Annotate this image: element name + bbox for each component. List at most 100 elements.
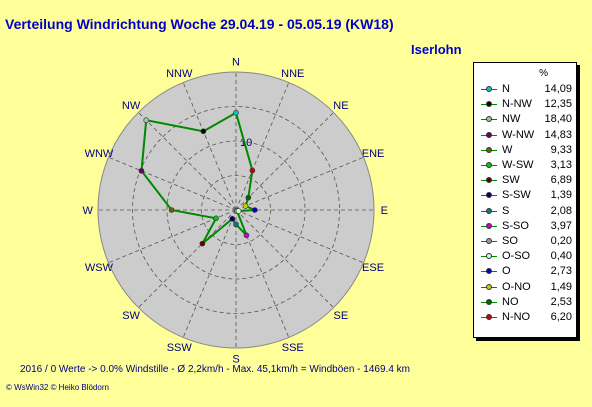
data-point-marker (229, 216, 236, 222)
legend-value: 0,20 (550, 235, 572, 247)
grid-ring (166, 140, 306, 280)
grid-spoke (235, 209, 334, 308)
legend-entry: O-NO 1,49 (474, 280, 576, 295)
legend-value: 2,73 (550, 265, 572, 278)
grid-ring (132, 106, 340, 314)
direction-label: NNW (166, 68, 193, 80)
data-point-marker (249, 167, 256, 174)
grid-spoke (108, 156, 237, 211)
footer-stats: 2016 / 0 Werte -> 0.0% Windstille - Ø 2,… (20, 364, 410, 375)
data-point-marker (245, 194, 252, 201)
legend-marker-icon (486, 116, 492, 123)
legend-value: 14,09 (544, 83, 572, 95)
legend-entry: NW 18,40 (474, 112, 576, 127)
legend-value: 1,49 (550, 280, 572, 293)
legend-marker-icon (486, 268, 492, 275)
legend-entry: N 14,09 (474, 82, 576, 97)
direction-label: ESE (362, 262, 384, 274)
direction-label: NW (122, 100, 141, 112)
station-name: Iserlohn (411, 42, 462, 57)
direction-label: WSW (85, 262, 114, 274)
legend-entry: NO 2,53 (474, 295, 576, 310)
data-point-marker (235, 208, 242, 214)
data-point-marker (200, 128, 207, 135)
legend-label: W-SW (502, 159, 534, 171)
legend-label: W-NW (502, 128, 535, 141)
legend-entry: W-NW 14,83 (474, 128, 576, 143)
legend-entry: S 2,08 (474, 204, 576, 219)
legend-value: 3,13 (550, 159, 572, 171)
data-point-marker (199, 240, 206, 247)
legend-label: S (502, 204, 510, 217)
legend-value: 6,89 (550, 174, 572, 187)
legend-label: S-SO (502, 219, 529, 232)
legend-marker-icon (486, 238, 492, 244)
legend-entry: S-SW 1,39 (474, 188, 576, 203)
legend-entry: SO 0,20 (474, 234, 576, 249)
data-point-marker (252, 207, 258, 213)
direction-label: SW (122, 310, 140, 322)
legend-label: NO (502, 295, 519, 308)
legend-value: 2,53 (550, 295, 572, 308)
direction-label: N (232, 57, 240, 69)
direction-label: NE (333, 100, 348, 112)
legend-value: 14,83 (544, 128, 572, 141)
legend-label: O-NO (502, 280, 531, 293)
legend-value: 12,35 (544, 98, 572, 111)
data-point-marker (168, 207, 175, 213)
grid-spoke (138, 209, 237, 308)
legend-label: NW (502, 113, 521, 126)
legend-entry: O 2,73 (474, 264, 576, 279)
legend-entry: N-NW 12,35 (474, 97, 576, 112)
legend-label: O (502, 265, 511, 278)
legend-marker-icon (486, 101, 492, 108)
grid-spoke (235, 82, 290, 211)
legend-marker-icon (486, 177, 492, 184)
legend-label: N-NO (502, 311, 531, 323)
legend-entry: S-SO 3,97 (474, 219, 576, 234)
grid-spoke (182, 82, 237, 211)
direction-label: ENE (362, 148, 385, 160)
legend-entry: W-SW 3,13 (474, 158, 576, 173)
data-point-marker (243, 232, 250, 239)
legend-label: SO (502, 235, 518, 247)
data-point-marker (143, 117, 150, 124)
legend-value: 3,97 (550, 219, 572, 232)
legend-marker-icon (486, 283, 492, 290)
legend-marker-icon (486, 207, 492, 214)
chart-title: Verteilung Windrichtung Woche 29.04.19 -… (5, 16, 394, 32)
rose-border (97, 71, 375, 349)
legend-marker-icon (486, 298, 492, 305)
direction-label: E (381, 205, 388, 217)
legend-marker-icon (486, 131, 492, 138)
legend-label: W (502, 143, 513, 156)
legend-value: 0,40 (550, 250, 572, 263)
legend-marker-icon (486, 314, 492, 320)
direction-label: S (232, 353, 239, 365)
grid-ring (201, 175, 271, 245)
data-point-marker (233, 109, 239, 116)
legend-label: N-NW (502, 98, 532, 111)
legend-label: N (502, 83, 510, 95)
data-point-marker (213, 215, 219, 222)
legend-label: O-SO (502, 250, 531, 263)
legend-entry: W 9,33 (474, 143, 576, 158)
legend-entry: N-NO 6,20 (474, 310, 576, 325)
legend-label: SW (502, 174, 520, 187)
legend-entry: O-SO 0,40 (474, 249, 576, 264)
legend-value: 1,39 (550, 189, 572, 202)
legend-label: S-SW (502, 189, 531, 202)
data-point-marker (138, 168, 145, 174)
legend-value: 18,40 (544, 113, 572, 126)
copyright: © WsWin32 © Heiko Blödorn (6, 383, 109, 392)
legend-entry: SW 6,89 (474, 173, 576, 188)
legend-marker-icon (486, 86, 492, 92)
legend-unit: % (539, 68, 548, 79)
legend: % N 14,09 N-NW 12,35 NW 18,40 W-NW 14,83 W 9,33 W-… (473, 62, 577, 338)
legend-marker-icon (486, 162, 492, 168)
direction-label: SSW (167, 342, 193, 354)
legend-marker-icon (486, 222, 492, 229)
direction-label: W (82, 205, 93, 217)
